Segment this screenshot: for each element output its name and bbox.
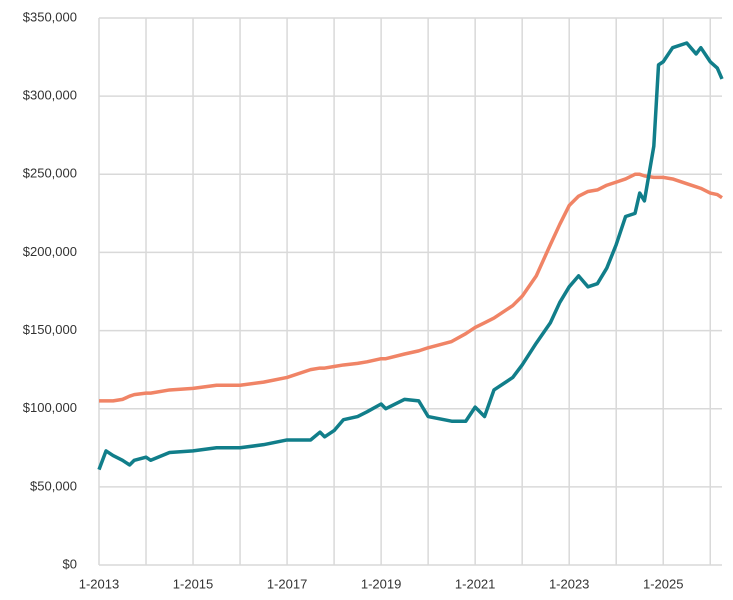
y-tick-label: $200,000 (23, 244, 77, 259)
y-tick-label: $100,000 (23, 400, 77, 415)
x-tick-label: 1-2019 (361, 576, 401, 591)
y-tick-label: $150,000 (23, 322, 77, 337)
x-tick-label: 1-2023 (549, 576, 589, 591)
y-tick-label: $300,000 (23, 88, 77, 103)
line-series (97, 41, 724, 471)
x-tick-label: 1-2015 (173, 576, 213, 591)
y-tick-label: $250,000 (23, 166, 77, 181)
x-tick-label: 1-2013 (79, 576, 119, 591)
x-tick-label: 1-2021 (455, 576, 495, 591)
y-tick-label: $0 (63, 556, 77, 571)
x-tick-label: 1-2025 (643, 576, 683, 591)
y-tick-label: $50,000 (30, 478, 77, 493)
y-tick-label: $350,000 (23, 9, 77, 24)
x-tick-label: 1-2017 (267, 576, 307, 591)
line-series (99, 172, 723, 403)
